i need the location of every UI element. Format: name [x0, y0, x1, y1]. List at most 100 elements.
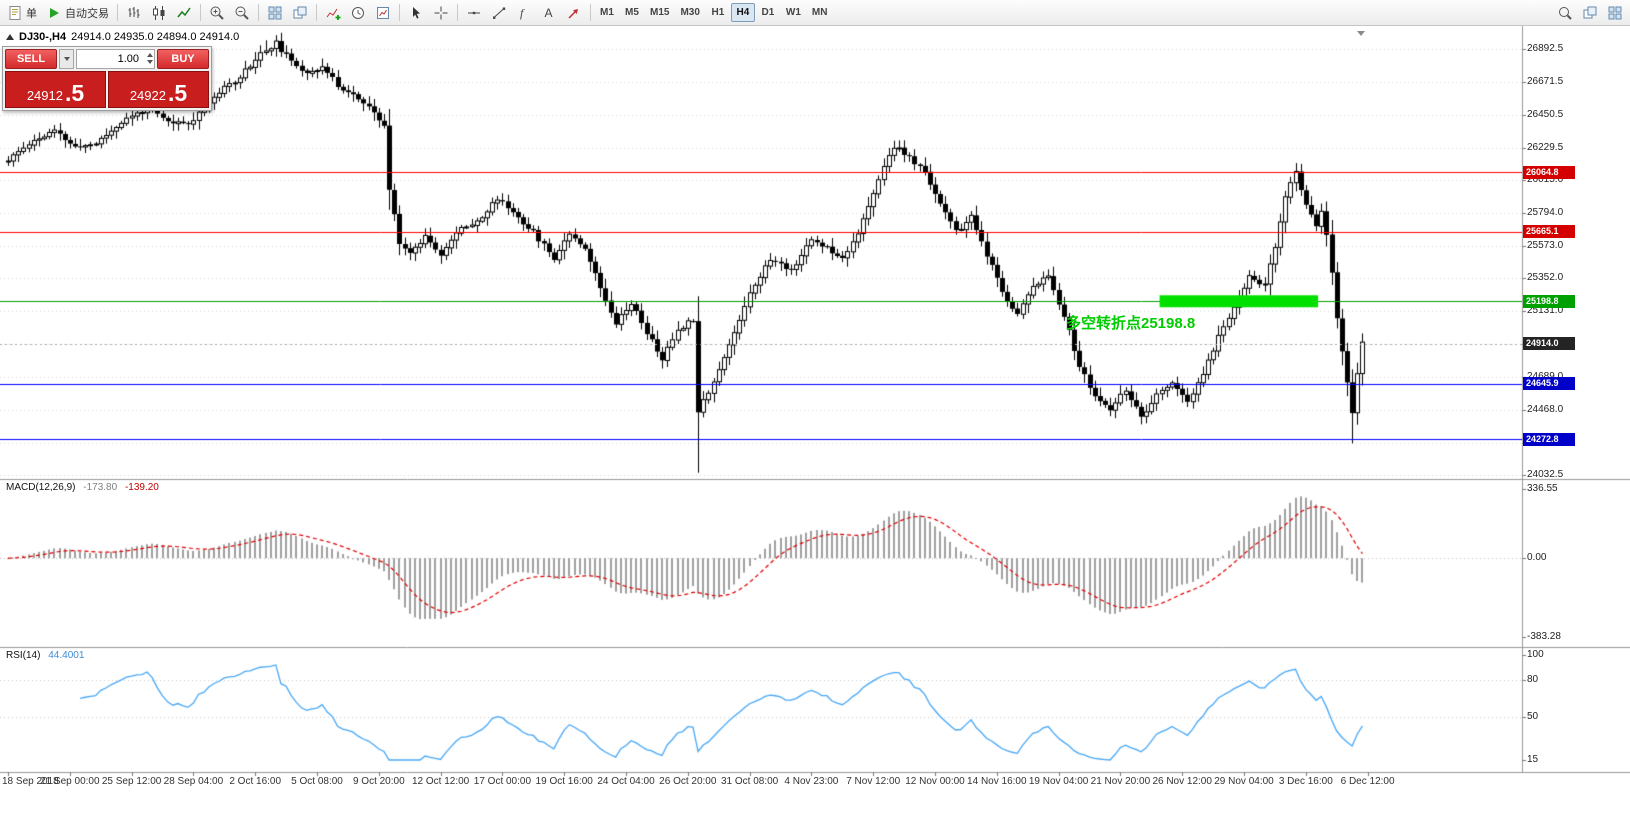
- zoom-in-icon: [209, 5, 225, 21]
- volume-up-icon: [147, 53, 153, 57]
- time-axis-label: 26 Nov 12:00: [1152, 776, 1212, 787]
- chart-text-annotation: 多空转折点25198.8: [1066, 315, 1196, 332]
- price-axis-label: 26015.0: [1527, 173, 1564, 185]
- arrow-icon: [566, 5, 582, 21]
- search-icon: [1557, 5, 1573, 21]
- trade-panel-controls: SELL BUY: [5, 49, 209, 69]
- price-axis-label: 26229.5: [1527, 141, 1564, 153]
- indicators-button[interactable]: [321, 2, 345, 23]
- macd-indicator-label: MACD(12,26,9) -173.80 -139.20: [6, 482, 159, 493]
- time-axis-label: 12 Nov 00:00: [905, 776, 965, 787]
- time-axis-label: 4 Nov 23:00: [784, 776, 839, 787]
- volume-stepper[interactable]: [147, 53, 153, 64]
- timeframe-h4-button[interactable]: H4: [730, 3, 755, 22]
- timeframe-mn-button[interactable]: MN: [807, 3, 833, 22]
- search-button[interactable]: [1553, 2, 1577, 23]
- rsi-value: 44.4001: [48, 650, 85, 661]
- timeframe-m1-button[interactable]: M1: [595, 3, 619, 22]
- current-price-tag: 24914.0: [1523, 337, 1575, 351]
- sell-price-frac: .5: [64, 80, 85, 106]
- volume-field-wrap: [76, 49, 155, 69]
- zoom-out-button[interactable]: [230, 2, 254, 23]
- time-axis-label: 9 Oct 20:00: [352, 776, 405, 787]
- clock-icon: [350, 5, 366, 21]
- timeframe-m30-button[interactable]: M30: [675, 3, 704, 22]
- autotrading-button-label: 自动交易: [65, 7, 109, 20]
- time-axis-label: 14 Nov 16:00: [967, 776, 1027, 787]
- sell-price-display[interactable]: 24912 .5: [5, 71, 106, 108]
- bars-icon: [126, 5, 142, 21]
- bar-chart-button[interactable]: [122, 2, 146, 23]
- macd-name: MACD(12,26,9): [6, 482, 76, 493]
- time-axis-label: 25 Sep 12:00: [101, 776, 162, 787]
- one-click-trading-panel: SELL BUY 24912 .5 24922 .5: [2, 46, 212, 111]
- time-axis-label: 24 Oct 04:00: [597, 776, 655, 787]
- top-toolbar: 单 自动交易 f A M1 M5 M15 M30 H1 H4 D1 W1 MN: [0, 0, 1630, 26]
- time-axis-label: 26 Oct 20:00: [659, 776, 717, 787]
- time-axis-label: 21 Sep 00:00: [40, 776, 100, 787]
- autotrading-button[interactable]: 自动交易: [42, 2, 113, 23]
- time-axis-label: 6 Dec 12:00: [1340, 776, 1395, 787]
- price-axis-label: 24468.0: [1527, 404, 1564, 416]
- tile-windows-button[interactable]: [263, 2, 287, 23]
- time-axis-label: 5 Oct 08:00: [291, 776, 343, 787]
- svg-text:A: A: [545, 6, 553, 20]
- level-price-tag: 24645.9: [1523, 377, 1575, 391]
- buy-price-display[interactable]: 24922 .5: [108, 71, 209, 108]
- tile-icon: [1607, 5, 1623, 21]
- fibonacci-button[interactable]: f: [512, 2, 536, 23]
- chart-ohlc-values: 24914.0 24935.0 24894.0 24914.0: [71, 31, 240, 43]
- toolbar-separator: [399, 4, 400, 21]
- horizontal-line-button[interactable]: [462, 2, 486, 23]
- svg-text:f: f: [520, 6, 525, 20]
- zoom-out-icon: [234, 5, 250, 21]
- zoom-in-button[interactable]: [205, 2, 229, 23]
- level-price-tag: 24272.8: [1523, 432, 1575, 446]
- macd-axis-label: 336.55: [1527, 483, 1558, 494]
- toolbar-separator: [316, 4, 317, 21]
- indicator-icon: [325, 5, 341, 21]
- time-axis-label: 19 Oct 16:00: [535, 776, 593, 787]
- price-axis-label: 25352.0: [1527, 272, 1564, 284]
- candlestick-chart-button[interactable]: [147, 2, 171, 23]
- trendline-button[interactable]: [487, 2, 511, 23]
- trend-icon: [491, 5, 507, 21]
- new-order-button[interactable]: 单: [3, 2, 41, 23]
- volume-dropdown-button[interactable]: [59, 49, 74, 69]
- buy-button[interactable]: BUY: [157, 49, 209, 69]
- line-chart-button[interactable]: [172, 2, 196, 23]
- sell-price-main: 24912: [26, 88, 63, 103]
- arrow-object-button[interactable]: [562, 2, 586, 23]
- cascade-icon: [1582, 5, 1598, 21]
- timeframe-w1-button[interactable]: W1: [781, 3, 806, 22]
- text-label-button[interactable]: A: [537, 2, 561, 23]
- timeframe-m5-button[interactable]: M5: [620, 3, 644, 22]
- chart-title: DJ30-,H4 24914.0 24935.0 24894.0 24914.0: [6, 31, 239, 43]
- cascade-windows-button[interactable]: [288, 2, 312, 23]
- cursor-button[interactable]: [404, 2, 428, 23]
- trade-panel-prices: 24912 .5 24922 .5: [5, 71, 209, 108]
- cursor-icon: [408, 5, 424, 21]
- price-axis-label: 24032.5: [1527, 469, 1564, 480]
- level-price-tag: 26064.8: [1523, 165, 1575, 179]
- timeframe-m15-button[interactable]: M15: [645, 3, 674, 22]
- rsi-indicator-label: RSI(14) 44.4001: [6, 650, 84, 661]
- time-axis-label: 3 Dec 16:00: [1278, 776, 1333, 787]
- buy-price-frac: .5: [167, 80, 188, 106]
- time-axis-label: 19 Nov 04:00: [1028, 776, 1089, 787]
- volume-input[interactable]: [76, 49, 155, 69]
- toolbar-separator: [457, 4, 458, 21]
- periods-button[interactable]: [346, 2, 370, 23]
- price-axis-label: 24689.0: [1527, 371, 1563, 382]
- crosshair-button[interactable]: [429, 2, 453, 23]
- price-axis-label: 25573.0: [1527, 239, 1564, 251]
- timeframe-h1-button[interactable]: H1: [706, 3, 730, 22]
- workspace-button[interactable]: [1603, 2, 1627, 23]
- timeframe-d1-button[interactable]: D1: [756, 3, 780, 22]
- toolbar-separator: [117, 4, 118, 21]
- new-chart-window-button[interactable]: [1578, 2, 1602, 23]
- templates-button[interactable]: [371, 2, 395, 23]
- time-axis-label: 21 Nov 20:00: [1090, 776, 1151, 787]
- sell-button[interactable]: SELL: [5, 49, 57, 69]
